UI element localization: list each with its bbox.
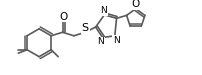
- Text: N: N: [100, 6, 107, 15]
- Text: S: S: [82, 23, 89, 33]
- Text: N: N: [98, 37, 104, 46]
- Text: N: N: [113, 36, 120, 45]
- Text: O: O: [132, 0, 140, 9]
- Text: O: O: [59, 12, 67, 22]
